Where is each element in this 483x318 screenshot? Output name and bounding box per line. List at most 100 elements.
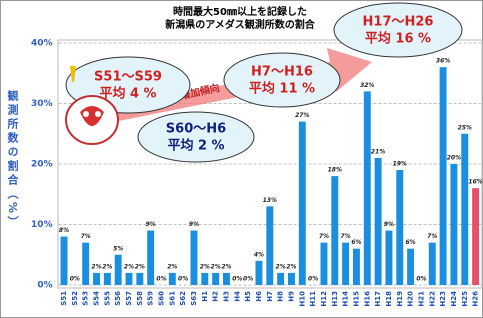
x-tick-label: H4 <box>233 291 241 302</box>
value-label: 0% <box>308 276 318 283</box>
value-label: 2% <box>276 263 286 270</box>
x-tick-label: S51 <box>60 291 68 306</box>
annotation-bubble <box>138 112 254 162</box>
value-label: 0% <box>70 276 80 283</box>
x-tick-label: H7 <box>266 291 274 302</box>
annotation-average: 平均 16 % <box>365 31 431 47</box>
x-tick-label: S61 <box>168 291 176 306</box>
value-label: 32% <box>360 82 374 89</box>
y-tick-label: 40% <box>31 39 53 49</box>
x-tick-label: H3 <box>222 291 230 302</box>
value-label: 16% <box>468 179 482 186</box>
bar <box>61 237 68 285</box>
mascot-eye <box>83 111 89 117</box>
x-tick-label: H26 <box>472 291 480 307</box>
x-tick-label: H18 <box>385 291 393 307</box>
mascot-eye <box>95 111 101 117</box>
bar <box>126 273 133 285</box>
x-tick-label: S58 <box>136 291 144 306</box>
x-tick-label: H2 <box>212 291 220 302</box>
bar <box>288 273 295 285</box>
y-tick-label: 10% <box>31 220 53 230</box>
x-tick-label: H25 <box>461 291 469 307</box>
value-label: 9% <box>384 221 394 228</box>
x-tick-label: H23 <box>439 291 447 307</box>
value-label: 4% <box>254 251 264 258</box>
value-label: 2% <box>91 263 101 270</box>
bar <box>450 164 457 285</box>
y-axis-label: 観測所数の割合（%） <box>6 89 20 230</box>
value-label: 0% <box>232 276 242 283</box>
x-tick-label: H15 <box>352 291 360 307</box>
value-label: 21% <box>371 148 385 155</box>
bar <box>299 122 306 285</box>
bar <box>472 188 479 285</box>
value-label: 2% <box>124 263 134 270</box>
annotation-bubble <box>224 53 340 107</box>
annotation-period: S51～S59 <box>94 70 162 85</box>
bar <box>82 243 89 285</box>
value-label: 0% <box>243 276 253 283</box>
x-tick-label: H17 <box>374 291 382 307</box>
value-label: 8% <box>59 227 69 234</box>
x-tick-label: S53 <box>82 291 90 306</box>
x-tick-label: S56 <box>114 291 122 306</box>
bar <box>136 273 143 285</box>
value-label: 36% <box>436 58 450 65</box>
bar <box>223 273 230 285</box>
annotation-average: 平均 2 % <box>167 138 224 154</box>
bar <box>266 206 273 285</box>
chart-title: 時間最大50㎜以上を記録した <box>173 5 307 18</box>
value-label: 27% <box>295 112 309 119</box>
annotation-period: H7～H16 <box>251 65 313 80</box>
bar <box>147 231 154 285</box>
value-label: 7% <box>427 233 437 240</box>
x-tick-label: S57 <box>125 291 133 306</box>
bar <box>396 170 403 285</box>
value-label: 0% <box>178 276 188 283</box>
value-label: 0% <box>156 276 166 283</box>
value-label: 18% <box>328 167 342 174</box>
bar <box>407 249 414 285</box>
bar <box>440 67 447 285</box>
value-label: 7% <box>341 233 351 240</box>
annotation-period: H17～H26 <box>363 15 434 30</box>
x-tick-label: S55 <box>103 291 111 306</box>
value-label: 9% <box>189 221 199 228</box>
x-tick-label: H9 <box>287 291 295 302</box>
annotation-average: 平均 11 % <box>249 81 315 97</box>
annotation-bubble <box>334 3 462 57</box>
value-label: 6% <box>406 239 416 246</box>
annotation-period: S60～H6 <box>166 122 226 137</box>
y-tick-label: 30% <box>31 99 53 109</box>
bar <box>104 273 111 285</box>
x-tick-label: S52 <box>71 291 79 306</box>
x-tick-label: H6 <box>255 291 263 302</box>
bar <box>461 134 468 285</box>
x-tick-label: H22 <box>428 291 436 307</box>
value-label: 2% <box>221 263 231 270</box>
x-tick-label: H1 <box>201 291 209 302</box>
value-label: 7% <box>81 233 91 240</box>
x-tick-label: H24 <box>450 291 458 307</box>
x-tick-label: S60 <box>157 291 165 306</box>
annotation-average: 平均 4 % <box>99 86 156 102</box>
x-tick-label: H16 <box>363 291 371 307</box>
bar <box>191 231 198 285</box>
x-tick-label: H8 <box>277 291 285 302</box>
value-label: 2% <box>102 263 112 270</box>
x-tick-label: H21 <box>417 291 425 307</box>
value-label: 2% <box>286 263 296 270</box>
chart: 時間最大50㎜以上を記録した 新潟県のアメダス観測所数の割合 観測所数の割合（%… <box>0 0 483 318</box>
bar <box>331 176 338 285</box>
x-tick-label: H20 <box>407 291 415 307</box>
chart-title: 新潟県のアメダス観測所数の割合 <box>165 18 315 31</box>
x-tick-label: S54 <box>93 291 101 306</box>
bar <box>256 261 263 285</box>
y-tick-label: 0% <box>37 281 52 291</box>
x-tick-label: S63 <box>190 291 198 306</box>
bar <box>169 273 176 285</box>
x-tick-label: H5 <box>244 291 252 302</box>
x-tick-label: H12 <box>320 291 328 307</box>
value-label: 25% <box>458 124 472 131</box>
